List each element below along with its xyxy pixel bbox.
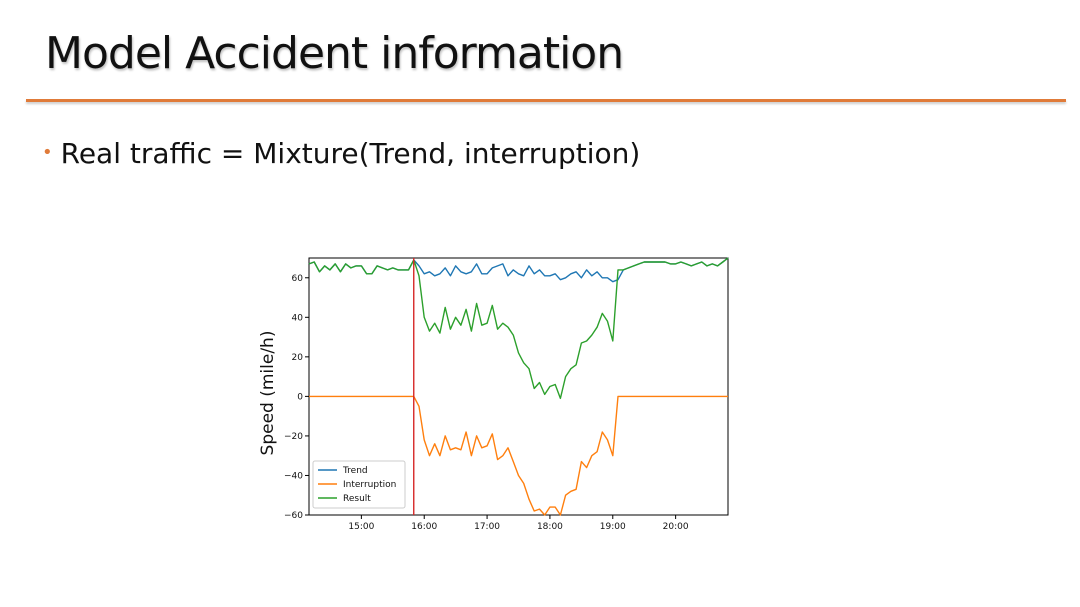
- x-tick-label: 17:00: [474, 522, 500, 532]
- slide-title: Model Accident information: [45, 28, 624, 79]
- x-tick-label: 19:00: [600, 522, 626, 532]
- y-axis-label: Speed (mile/h): [258, 331, 278, 456]
- y-tick-label: 60: [292, 274, 304, 284]
- x-tick-label: 15:00: [348, 522, 374, 532]
- x-axis: 15:00 16:00 17:00 18:00 19:00 20:00: [348, 515, 689, 532]
- legend-label-trend: Trend: [342, 466, 368, 476]
- y-tick-label: −60: [284, 511, 303, 521]
- x-tick-label: 20:00: [663, 522, 689, 532]
- bullet-item: • Real traffic = Mixture(Trend, interrupt…: [42, 137, 640, 170]
- legend-label-result: Result: [343, 494, 371, 504]
- bullet-dot-icon: •: [42, 142, 53, 163]
- y-tick-label: −20: [284, 432, 303, 442]
- x-tick-label: 16:00: [411, 522, 437, 532]
- y-tick-label: 0: [297, 392, 303, 402]
- y-tick-label: 40: [292, 313, 304, 323]
- legend: Trend Interruption Result: [312, 460, 406, 509]
- y-tick-label: 20: [292, 353, 304, 363]
- series-line-interruption: [309, 395, 728, 516]
- plot-area: 60 40 20 0 −20 −40 −60 15:00 16:00 17:00 18:00 19:…: [284, 257, 729, 532]
- y-tick-label: −40: [284, 471, 303, 481]
- series-lines: [308, 257, 729, 516]
- y-axis: 60 40 20 0 −20 −40 −60: [284, 274, 309, 521]
- legend-label-interruption: Interruption: [343, 480, 396, 490]
- series-line-result: [308, 257, 729, 400]
- x-tick-label: 18:00: [537, 522, 563, 532]
- legend-box: [312, 460, 406, 509]
- bullet-text: Real traffic = Mixture(Trend, interrupti…: [60, 137, 641, 170]
- title-divider: [26, 99, 1066, 102]
